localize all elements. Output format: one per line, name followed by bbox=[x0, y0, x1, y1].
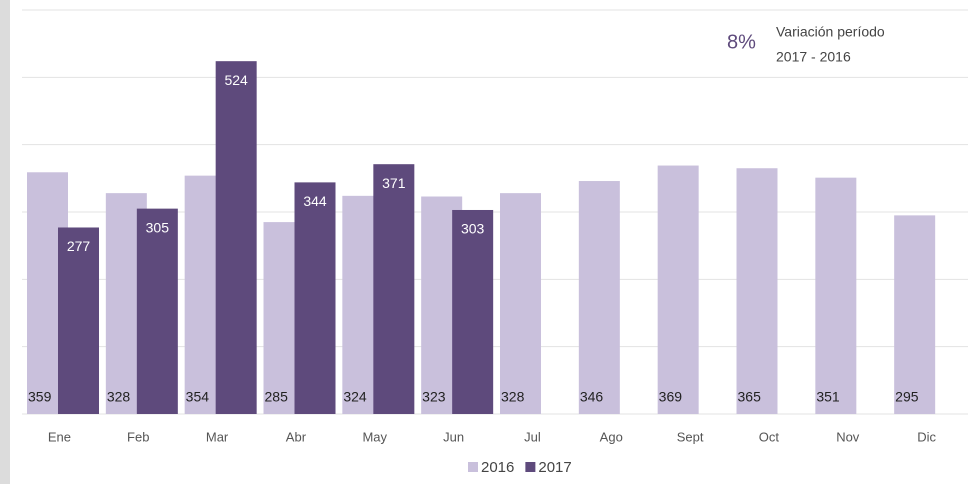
annotation-caption: 2017 - 2016 bbox=[776, 49, 851, 65]
bar bbox=[452, 209, 494, 414]
bar bbox=[136, 208, 178, 414]
x-tick-label: Oct bbox=[759, 429, 780, 444]
x-tick-label: Jul bbox=[524, 429, 541, 444]
data-label: 324 bbox=[343, 389, 367, 405]
annotation-value: 8% bbox=[727, 31, 756, 53]
data-label: 303 bbox=[461, 221, 485, 237]
data-label: 346 bbox=[580, 389, 604, 405]
annotation-caption: Variación período bbox=[776, 24, 885, 40]
legend-label: 2017 bbox=[538, 459, 571, 476]
data-label: 365 bbox=[738, 389, 762, 405]
bar bbox=[657, 165, 699, 414]
x-tick-label: Mar bbox=[206, 429, 229, 444]
data-label: 524 bbox=[224, 72, 248, 88]
legend-swatch bbox=[525, 462, 536, 472]
legend-label: 2016 bbox=[481, 459, 514, 476]
data-label: 277 bbox=[67, 238, 91, 254]
data-label: 305 bbox=[146, 219, 170, 235]
bar bbox=[894, 215, 936, 414]
data-label: 285 bbox=[265, 389, 289, 405]
x-tick-label: Ago bbox=[600, 429, 623, 444]
data-label: 328 bbox=[107, 389, 131, 405]
bar bbox=[58, 227, 99, 414]
x-tick-label: Dic bbox=[917, 429, 936, 444]
bar bbox=[294, 182, 336, 414]
data-label: 351 bbox=[816, 389, 840, 405]
x-tick-label: Jun bbox=[443, 429, 464, 444]
bar bbox=[500, 193, 541, 414]
x-tick-label: Nov bbox=[836, 429, 860, 444]
side-strip bbox=[0, 0, 10, 484]
data-label: 295 bbox=[895, 389, 919, 405]
bar bbox=[578, 181, 620, 414]
x-tick-label: Sept bbox=[677, 429, 704, 444]
bar bbox=[815, 177, 857, 414]
legend-swatch bbox=[468, 462, 478, 472]
data-label: 371 bbox=[382, 175, 406, 191]
x-tick-label: May bbox=[362, 429, 387, 444]
data-label: 359 bbox=[28, 389, 52, 405]
data-label: 369 bbox=[659, 389, 683, 405]
data-label: 354 bbox=[186, 389, 210, 405]
data-label: 344 bbox=[303, 193, 327, 209]
bar bbox=[373, 164, 415, 414]
bar bbox=[215, 61, 257, 414]
x-tick-label: Ene bbox=[48, 429, 71, 444]
data-label: 323 bbox=[422, 389, 446, 405]
bar bbox=[736, 168, 778, 414]
data-label: 328 bbox=[501, 389, 525, 405]
x-tick-label: Feb bbox=[127, 429, 149, 444]
x-tick-label: Abr bbox=[286, 429, 307, 444]
